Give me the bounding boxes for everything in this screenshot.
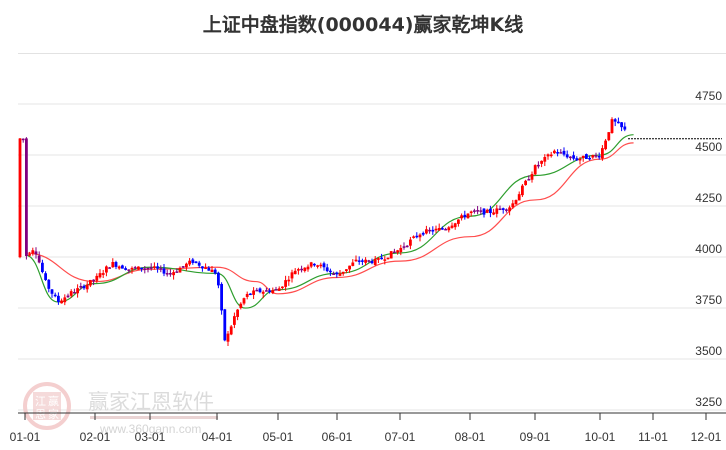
svg-text:江: 江 bbox=[35, 395, 46, 408]
x-tick-label: 03-01 bbox=[135, 430, 166, 444]
x-tick-label: 09-01 bbox=[520, 430, 551, 444]
x-tick-label: 05-01 bbox=[263, 430, 294, 444]
short-ma-line bbox=[24, 134, 634, 309]
x-tick-label: 10-01 bbox=[585, 430, 616, 444]
svg-text:赢: 赢 bbox=[48, 394, 59, 408]
x-axis-ticks: 01-01 02-01 03-01 04-01 05-01 06-01 07-01 08-01… bbox=[10, 413, 722, 444]
watermark: 江 赢 恩 家 赢家江恩软件 www.360gann.com bbox=[23, 382, 218, 436]
y-tick-label: 3250 bbox=[695, 395, 722, 409]
svg-text:恩: 恩 bbox=[35, 408, 46, 421]
x-tick-label: 01-01 bbox=[10, 430, 41, 444]
y-tick-label: 4500 bbox=[695, 140, 722, 154]
x-tick-label: 02-01 bbox=[80, 430, 111, 444]
moving-averages bbox=[24, 134, 634, 309]
y-tick-label: 4250 bbox=[695, 191, 722, 205]
y-tick-label: 3750 bbox=[695, 293, 722, 307]
gridlines bbox=[18, 103, 726, 411]
y-tick-label: 3500 bbox=[695, 344, 722, 358]
x-tick-label: 04-01 bbox=[202, 430, 233, 444]
watermark-brand: 赢家江恩软件 bbox=[88, 390, 214, 414]
x-tick-label: 06-01 bbox=[322, 430, 353, 444]
svg-text:家: 家 bbox=[48, 407, 59, 421]
title-divider bbox=[18, 53, 726, 54]
y-axis-ticks: 4750 4500 4250 4000 3750 3500 3250 bbox=[695, 89, 722, 409]
y-tick-label: 4000 bbox=[695, 242, 722, 256]
y-tick-label: 4750 bbox=[695, 89, 722, 103]
x-tick-label: 12-01 bbox=[691, 430, 722, 444]
x-tick-label: 08-01 bbox=[455, 430, 486, 444]
long-ma-line bbox=[24, 142, 634, 295]
watermark-url: www.360gann.com bbox=[99, 422, 201, 436]
candles bbox=[18, 117, 627, 347]
x-tick-label: 11-01 bbox=[638, 430, 668, 444]
chart-title: 上证中盘指数(000044)赢家乾坤K线 bbox=[202, 14, 524, 36]
x-tick-label: 07-01 bbox=[385, 430, 416, 444]
